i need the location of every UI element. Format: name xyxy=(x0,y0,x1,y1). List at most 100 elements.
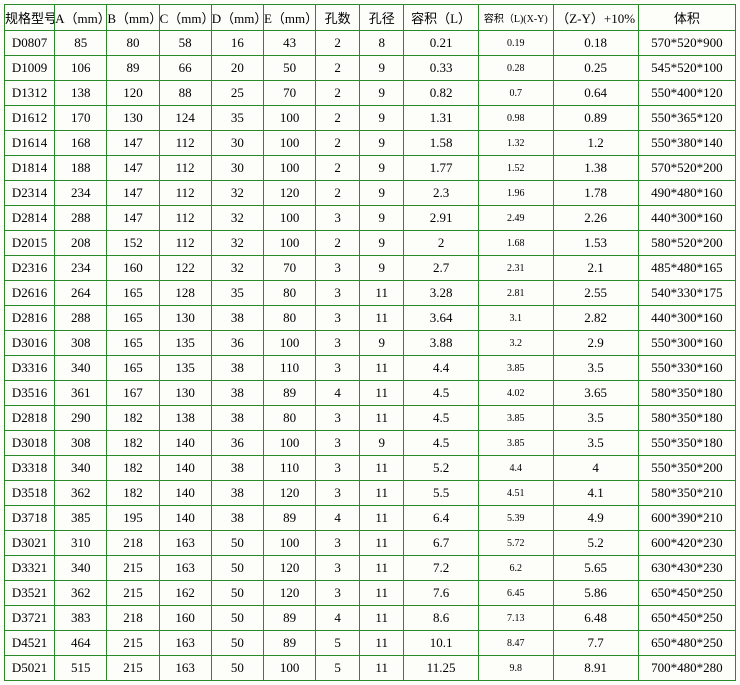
cell: 215 xyxy=(107,581,159,606)
cell: 38 xyxy=(211,381,263,406)
cell: 3.5 xyxy=(553,406,638,431)
cell: 195 xyxy=(107,506,159,531)
cell: 4.4 xyxy=(478,456,553,481)
cell: D1614 xyxy=(5,131,55,156)
cell: 600*420*230 xyxy=(638,531,735,556)
cell: 89 xyxy=(263,631,315,656)
table-row: D301630816513536100393.883.22.9550*300*1… xyxy=(5,331,736,356)
cell: 2 xyxy=(316,81,360,106)
cell: 0.19 xyxy=(478,31,553,56)
cell: 650*450*250 xyxy=(638,581,735,606)
cell: 3 xyxy=(316,356,360,381)
cell: 147 xyxy=(107,131,159,156)
cell: 35 xyxy=(211,281,263,306)
cell: 110 xyxy=(263,356,315,381)
cell: 9 xyxy=(360,56,404,81)
cell: 218 xyxy=(107,606,159,631)
table-row: D161217013012435100291.310.980.89550*365… xyxy=(5,106,736,131)
cell: 550*365*120 xyxy=(638,106,735,131)
cell: 7.6 xyxy=(404,581,479,606)
cell: D1814 xyxy=(5,156,55,181)
cell: 215 xyxy=(107,656,159,681)
cell: 5.86 xyxy=(553,581,638,606)
cell: 0.7 xyxy=(478,81,553,106)
cell: 485*480*165 xyxy=(638,256,735,281)
cell: 135 xyxy=(159,356,211,381)
cell: 0.18 xyxy=(553,31,638,56)
cell: 11 xyxy=(360,306,404,331)
cell: 215 xyxy=(107,556,159,581)
cell: 208 xyxy=(55,231,107,256)
cell: 100 xyxy=(263,106,315,131)
cell: 120 xyxy=(263,556,315,581)
cell: 2 xyxy=(316,181,360,206)
cell: 85 xyxy=(55,31,107,56)
cell: 89 xyxy=(107,56,159,81)
cell: 165 xyxy=(107,331,159,356)
cell: 4.5 xyxy=(404,406,479,431)
cell: 163 xyxy=(159,631,211,656)
table-row: D372138321816050894118.67.136.48650*450*… xyxy=(5,606,736,631)
cell: 50 xyxy=(211,631,263,656)
cell: D3321 xyxy=(5,556,55,581)
cell: 120 xyxy=(263,581,315,606)
cell: 160 xyxy=(159,606,211,631)
cell: 2 xyxy=(316,131,360,156)
cell: 340 xyxy=(55,456,107,481)
cell: 38 xyxy=(211,481,263,506)
cell: 580*350*180 xyxy=(638,381,735,406)
cell: 2 xyxy=(316,31,360,56)
cell: 120 xyxy=(263,181,315,206)
cell: D5021 xyxy=(5,656,55,681)
cell: 0.98 xyxy=(478,106,553,131)
col-header-10: （Z-Y）+10% xyxy=(553,5,638,31)
cell: 89 xyxy=(263,506,315,531)
cell: 362 xyxy=(55,581,107,606)
cell: 110 xyxy=(263,456,315,481)
table-row: D181418814711230100291.771.521.38570*520… xyxy=(5,156,736,181)
col-header-1: A（mm） xyxy=(55,5,107,31)
cell: 550*300*160 xyxy=(638,331,735,356)
cell: 11 xyxy=(360,281,404,306)
cell: 80 xyxy=(263,281,315,306)
cell: 7.13 xyxy=(478,606,553,631)
cell: 163 xyxy=(159,556,211,581)
cell: 70 xyxy=(263,256,315,281)
table-row: D50215152151635010051111.259.88.91700*48… xyxy=(5,656,736,681)
col-header-7: 孔径 xyxy=(360,5,404,31)
cell: 550*380*140 xyxy=(638,131,735,156)
cell: 3 xyxy=(316,281,360,306)
cell: 4.1 xyxy=(553,481,638,506)
cell: 128 xyxy=(159,281,211,306)
cell: 0.64 xyxy=(553,81,638,106)
cell: D3521 xyxy=(5,581,55,606)
cell: 2 xyxy=(316,231,360,256)
table-row: D3021310218163501003116.75.725.2600*420*… xyxy=(5,531,736,556)
table-row: D3318340182140381103115.24.44550*350*200 xyxy=(5,456,736,481)
cell: 167 xyxy=(107,381,159,406)
cell: 2 xyxy=(316,56,360,81)
cell: 5.39 xyxy=(478,506,553,531)
cell: 5.72 xyxy=(478,531,553,556)
cell: 130 xyxy=(159,381,211,406)
cell: 385 xyxy=(55,506,107,531)
cell: 580*350*210 xyxy=(638,481,735,506)
cell: D0807 xyxy=(5,31,55,56)
cell: 11 xyxy=(360,406,404,431)
cell: 11 xyxy=(360,356,404,381)
cell: 120 xyxy=(263,481,315,506)
cell: 100 xyxy=(263,331,315,356)
cell: 6.45 xyxy=(478,581,553,606)
cell: 11 xyxy=(360,581,404,606)
cell: 9 xyxy=(360,256,404,281)
cell: 165 xyxy=(107,356,159,381)
cell: D2015 xyxy=(5,231,55,256)
cell: 80 xyxy=(263,406,315,431)
table-row: D3316340165135381103114.43.853.5550*330*… xyxy=(5,356,736,381)
cell: 288 xyxy=(55,306,107,331)
cell: 106 xyxy=(55,56,107,81)
cell: 6.48 xyxy=(553,606,638,631)
cell: 5.2 xyxy=(553,531,638,556)
cell: 340 xyxy=(55,556,107,581)
cell: 550*350*200 xyxy=(638,456,735,481)
